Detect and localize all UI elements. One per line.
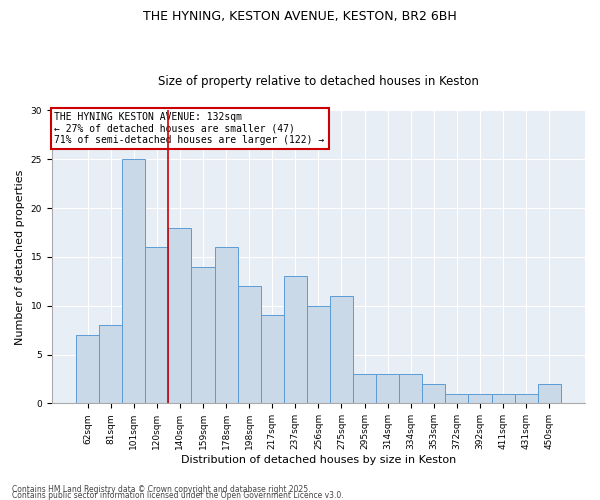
Text: Contains public sector information licensed under the Open Government Licence v3: Contains public sector information licen… (12, 490, 344, 500)
Bar (260, 316, 284, 404)
Bar (399, 374, 422, 404)
Text: THE HYNING KESTON AVENUE: 132sqm
← 27% of detached houses are smaller (47)
71% o: THE HYNING KESTON AVENUE: 132sqm ← 27% o… (55, 112, 325, 145)
Bar (99, 326, 122, 404)
Bar (353, 374, 376, 404)
Bar (145, 247, 169, 404)
Bar (445, 394, 469, 404)
Bar (330, 296, 353, 404)
Bar (469, 394, 491, 404)
Title: Size of property relative to detached houses in Keston: Size of property relative to detached ho… (158, 76, 479, 88)
Bar (215, 247, 238, 404)
Y-axis label: Number of detached properties: Number of detached properties (15, 169, 25, 344)
Bar (284, 276, 307, 404)
Bar (376, 374, 399, 404)
Bar (422, 384, 445, 404)
X-axis label: Distribution of detached houses by size in Keston: Distribution of detached houses by size … (181, 455, 456, 465)
Bar (307, 306, 330, 404)
Bar (169, 228, 191, 404)
Bar (491, 394, 515, 404)
Bar (76, 335, 99, 404)
Bar (515, 394, 538, 404)
Bar (538, 384, 561, 404)
Text: THE HYNING, KESTON AVENUE, KESTON, BR2 6BH: THE HYNING, KESTON AVENUE, KESTON, BR2 6… (143, 10, 457, 23)
Text: Contains HM Land Registry data © Crown copyright and database right 2025.: Contains HM Land Registry data © Crown c… (12, 484, 311, 494)
Bar (238, 286, 260, 404)
Bar (191, 266, 215, 404)
Bar (122, 160, 145, 404)
